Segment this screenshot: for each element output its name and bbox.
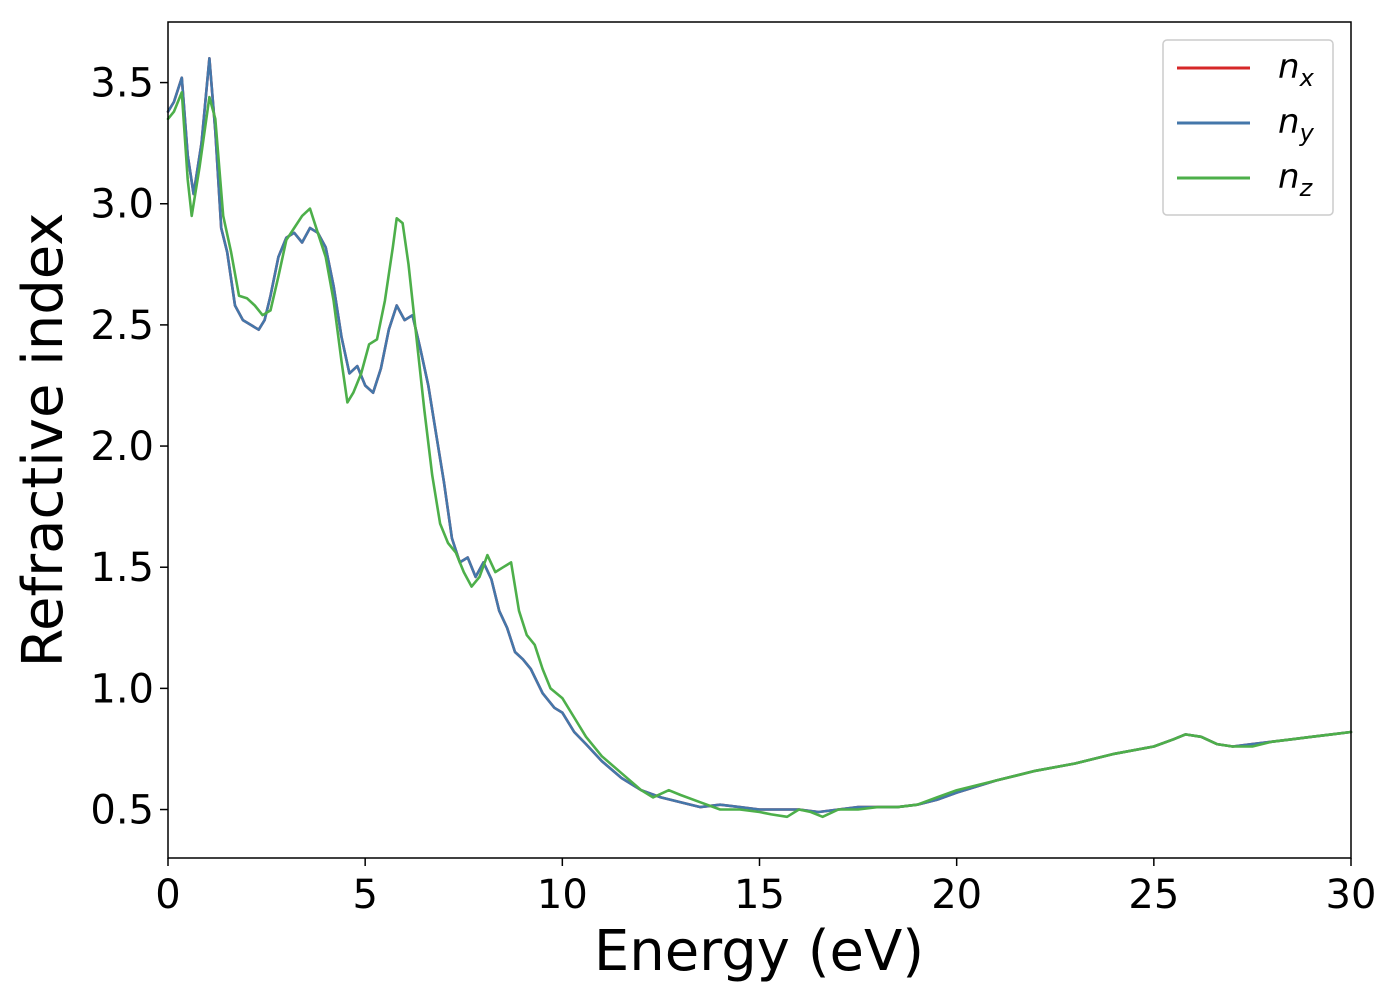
x-tick-label: 5 (352, 872, 377, 918)
y-tick-label: 3.0 (90, 182, 154, 228)
legend-label-ny: ny (1278, 102, 1315, 147)
y-tick-label: 0.5 (90, 788, 154, 834)
legend-label-nz: nz (1278, 157, 1314, 202)
y-tick-label: 1.5 (90, 545, 154, 591)
x-tick-label: 10 (537, 872, 588, 918)
legend-box (1162, 39, 1334, 216)
x-tick-label: 25 (1128, 872, 1179, 918)
y-tick-label: 2.5 (90, 303, 154, 349)
legend-label-nx: nx (1278, 47, 1315, 92)
x-axis: 0 5 10 15 20 25 30 (155, 858, 1376, 918)
y-tick-label: 2.0 (90, 424, 154, 470)
x-tick-label: 20 (931, 872, 982, 918)
x-tick-label: 0 (155, 872, 180, 918)
x-tick-label: 30 (1326, 872, 1377, 918)
x-tick-label: 15 (734, 872, 785, 918)
y-tick-label: 3.5 (90, 61, 154, 107)
series-line-nz (166, 91, 1353, 819)
x-axis-label: Energy (eV) (594, 919, 924, 984)
y-axis: 0.5 1.0 1.5 2.0 2.5 3.0 3.5 (90, 61, 168, 834)
legend: nx ny nz (1162, 39, 1334, 216)
series-layer (166, 57, 1353, 819)
y-tick-label: 1.0 (90, 666, 154, 712)
y-axis-label: Refractive index (11, 213, 76, 668)
